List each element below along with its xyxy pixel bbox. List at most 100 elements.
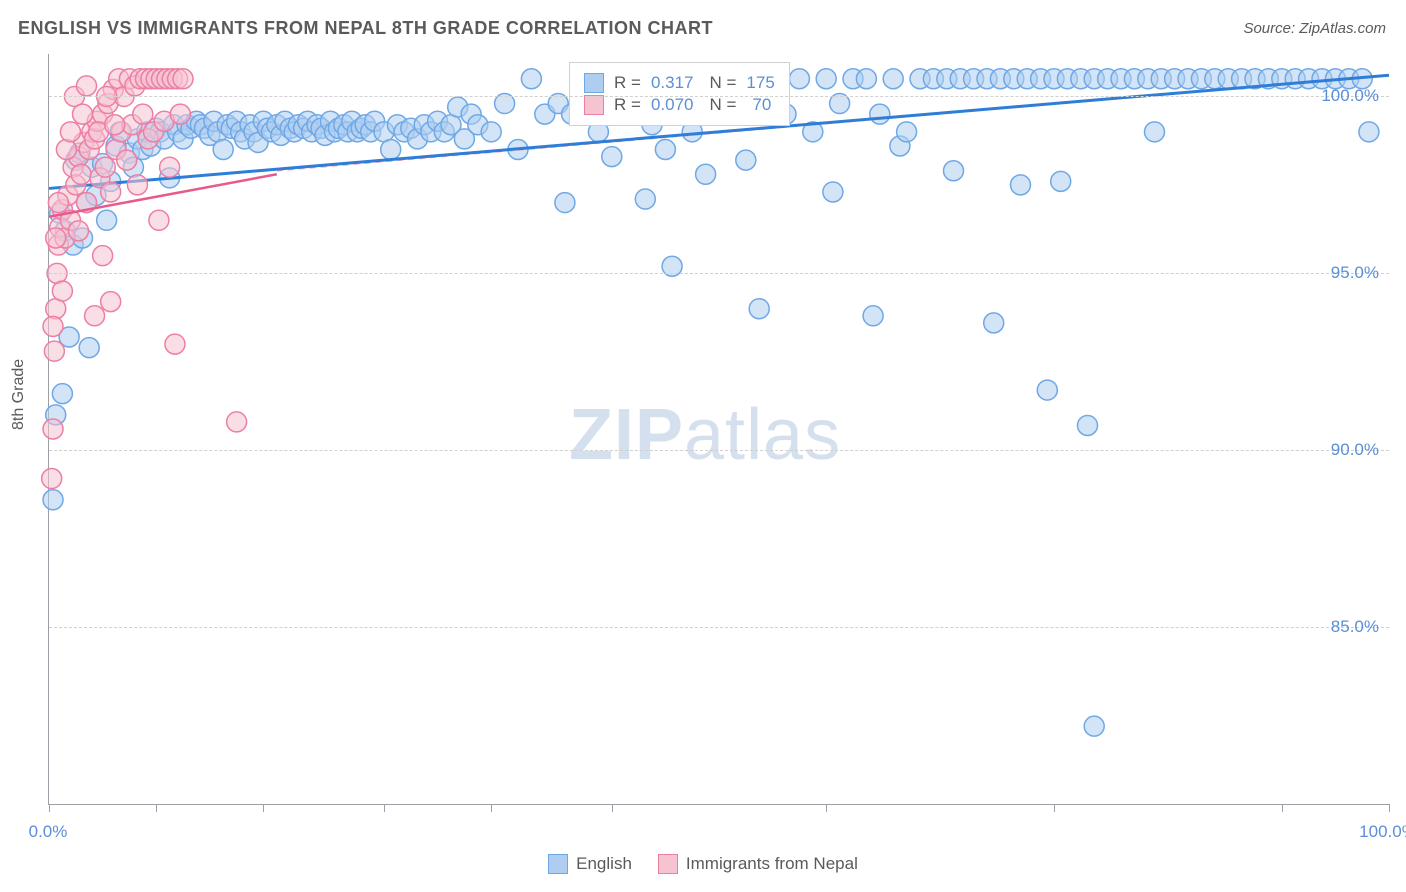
data-point	[56, 140, 76, 160]
stat-r-label: R =	[614, 73, 641, 93]
data-point	[44, 341, 64, 361]
data-point	[42, 469, 62, 489]
y-axis-label: 8th Grade	[10, 359, 28, 430]
data-point	[1051, 171, 1071, 191]
data-point	[1037, 380, 1057, 400]
swatch-english	[548, 854, 568, 874]
y-tick-label: 95.0%	[1331, 263, 1379, 283]
data-point	[43, 316, 63, 336]
stat-n-english: 175	[746, 73, 774, 93]
data-point	[1145, 122, 1165, 142]
data-point	[52, 281, 72, 301]
x-tick	[1389, 804, 1390, 812]
data-point	[71, 164, 91, 184]
data-point	[749, 299, 769, 319]
x-tick	[49, 804, 50, 812]
data-point	[1011, 175, 1031, 195]
legend-bottom: English Immigrants from Nepal	[0, 854, 1406, 874]
data-point	[85, 306, 105, 326]
data-point	[127, 175, 147, 195]
data-point	[984, 313, 1004, 333]
data-point	[555, 193, 575, 213]
data-point	[481, 122, 501, 142]
data-point	[73, 104, 93, 124]
data-point	[97, 210, 117, 230]
data-point	[170, 104, 190, 124]
data-point	[1084, 716, 1104, 736]
data-point	[165, 334, 185, 354]
chart-title: ENGLISH VS IMMIGRANTS FROM NEPAL 8TH GRA…	[18, 18, 713, 39]
data-point	[43, 419, 63, 439]
data-point	[897, 122, 917, 142]
data-point	[173, 69, 193, 89]
gridline	[49, 273, 1389, 274]
gridline	[49, 450, 1389, 451]
data-point	[863, 306, 883, 326]
data-point	[68, 221, 88, 241]
data-point	[117, 150, 137, 170]
x-tick	[1282, 804, 1283, 812]
stat-n-label: N =	[709, 95, 736, 115]
x-tick	[491, 804, 492, 812]
stat-n-label: N =	[709, 73, 736, 93]
data-point	[101, 182, 121, 202]
y-tick-label: 100.0%	[1321, 86, 1379, 106]
stat-n-nepal: 70	[752, 95, 771, 115]
data-point	[1359, 122, 1379, 142]
data-point	[856, 69, 876, 89]
legend-label-nepal: Immigrants from Nepal	[686, 854, 858, 874]
data-point	[213, 140, 233, 160]
data-point	[77, 76, 97, 96]
legend-label-english: English	[576, 854, 632, 874]
legend-stats: R = 0.317 N = 175 R = 0.070 N = 70	[569, 62, 790, 126]
stat-r-nepal: 0.070	[651, 95, 694, 115]
swatch-english	[584, 73, 604, 93]
x-tick	[826, 804, 827, 812]
y-tick-label: 85.0%	[1331, 617, 1379, 637]
data-point	[95, 157, 115, 177]
data-point	[870, 104, 890, 124]
data-point	[160, 157, 180, 177]
legend-stats-row-nepal: R = 0.070 N = 70	[584, 95, 775, 115]
x-tick	[384, 804, 385, 812]
data-point	[1078, 415, 1098, 435]
data-point	[227, 412, 247, 432]
legend-item-nepal: Immigrants from Nepal	[658, 854, 858, 874]
data-point	[101, 292, 121, 312]
plot-area: ZIPatlas R = 0.317 N = 175 R = 0.070 N =…	[48, 54, 1389, 805]
swatch-nepal	[584, 95, 604, 115]
data-point	[381, 140, 401, 160]
data-point	[133, 104, 153, 124]
data-point	[789, 69, 809, 89]
data-point	[93, 246, 113, 266]
data-point	[823, 182, 843, 202]
data-point	[883, 69, 903, 89]
legend-stats-row-english: R = 0.317 N = 175	[584, 73, 775, 93]
data-point	[43, 490, 63, 510]
data-point	[79, 338, 99, 358]
x-tick-label: 100.0%	[1359, 822, 1406, 842]
chart-source: Source: ZipAtlas.com	[1243, 20, 1386, 37]
data-point	[602, 147, 622, 167]
data-point	[655, 140, 675, 160]
data-point	[521, 69, 541, 89]
data-point	[944, 161, 964, 181]
legend-item-english: English	[548, 854, 632, 874]
data-point	[696, 164, 716, 184]
data-point	[60, 122, 80, 142]
data-point	[52, 384, 72, 404]
data-point	[46, 228, 66, 248]
stat-r-english: 0.317	[651, 73, 694, 93]
x-tick	[612, 804, 613, 812]
y-tick-label: 90.0%	[1331, 440, 1379, 460]
data-point	[48, 193, 68, 213]
gridline	[49, 96, 1389, 97]
x-tick	[156, 804, 157, 812]
x-tick	[1054, 804, 1055, 812]
data-point	[816, 69, 836, 89]
data-point	[149, 210, 169, 230]
swatch-nepal	[658, 854, 678, 874]
gridline	[49, 627, 1389, 628]
data-point	[105, 115, 125, 135]
x-tick-label: 0.0%	[29, 822, 68, 842]
